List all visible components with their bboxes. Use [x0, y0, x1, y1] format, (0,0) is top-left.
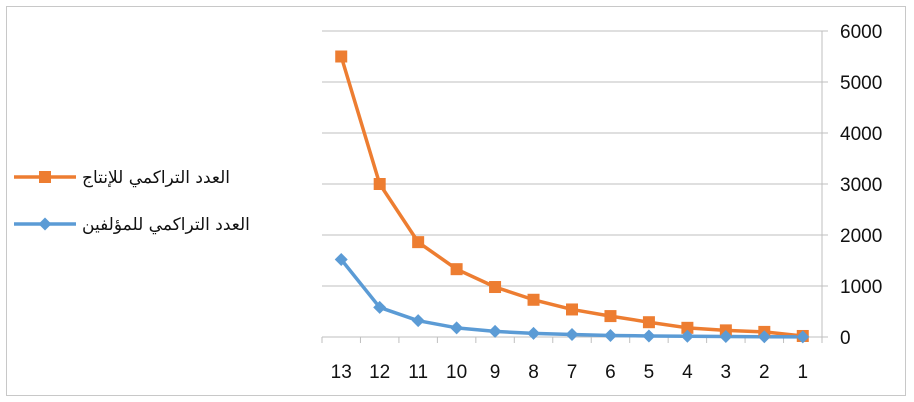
data-point-marker: [450, 321, 464, 335]
data-point-marker: [411, 314, 425, 328]
y-tick-label: 5000: [840, 73, 882, 94]
data-point-marker: [527, 293, 540, 306]
data-point-marker: [604, 310, 617, 323]
series-line-2: [339, 257, 805, 339]
series-lines: [339, 54, 805, 339]
x-tick-label: 1: [797, 362, 808, 383]
data-point-marker: [565, 327, 579, 341]
x-tick-label: 7: [567, 362, 578, 383]
series-line-1: [339, 54, 805, 338]
x-tick-label: 5: [644, 362, 655, 383]
data-point-marker: [566, 303, 578, 316]
data-point-marker: [796, 330, 810, 344]
x-tick-label: 9: [490, 362, 501, 383]
x-tick-label: 11: [408, 362, 428, 383]
y-tick-label: 1000: [840, 277, 882, 298]
x-tick-label: 2: [759, 362, 770, 383]
x-tick-label: 6: [605, 362, 616, 383]
legend-label: العدد التراكمي للمؤلفين: [82, 215, 250, 235]
gridlines: [322, 30, 828, 287]
x-tick-label: 10: [446, 362, 467, 383]
data-point-marker: [488, 324, 502, 338]
y-tick-label: 2000: [840, 226, 882, 247]
data-point-marker: [334, 252, 348, 266]
data-point-marker: [680, 329, 694, 343]
y-tick-label: 4000: [840, 124, 882, 145]
data-point-marker: [527, 326, 541, 340]
data-point-marker: [681, 321, 694, 334]
y-tick-label: 3000: [840, 175, 882, 196]
legend: العدد التراكمي للإنتاج العدد التراكمي للم…: [14, 168, 250, 235]
x-tick-label: 13: [331, 362, 352, 383]
legend-label: العدد التراكمي للإنتاج: [82, 168, 230, 188]
data-point-marker: [642, 329, 656, 343]
x-tick-label: 4: [682, 362, 693, 383]
axes: [321, 31, 828, 343]
series-markers: [334, 50, 810, 344]
x-tick-labels: 13 12 11 10 9 8 7 6 5 4 3 2 1: [331, 362, 808, 383]
data-point-marker: [489, 281, 502, 294]
x-tick-label: 3: [721, 362, 732, 383]
data-point-marker: [373, 300, 387, 314]
legend-marker-swatch: [39, 171, 51, 183]
y-tick-labels: 0 1000 2000 3000 4000 5000 6000: [840, 22, 882, 349]
legend-item-2: العدد التراكمي للمؤلفين: [14, 215, 250, 235]
data-point-marker: [603, 328, 617, 342]
legend-item-1: العدد التراكمي للإنتاج: [14, 168, 230, 188]
data-point-marker: [719, 329, 733, 343]
data-point-marker: [373, 178, 386, 190]
data-point-marker: [335, 50, 348, 63]
legend-marker-swatch: [38, 217, 52, 231]
data-point-marker: [642, 316, 655, 329]
data-point-marker: [757, 330, 771, 344]
data-point-marker: [450, 263, 463, 276]
data-point-marker: [412, 236, 425, 249]
y-tick-label: 6000: [840, 22, 882, 43]
y-tick-label: 0: [840, 328, 851, 349]
x-tick-label: 12: [369, 362, 390, 383]
x-tick-label: 8: [528, 362, 539, 383]
